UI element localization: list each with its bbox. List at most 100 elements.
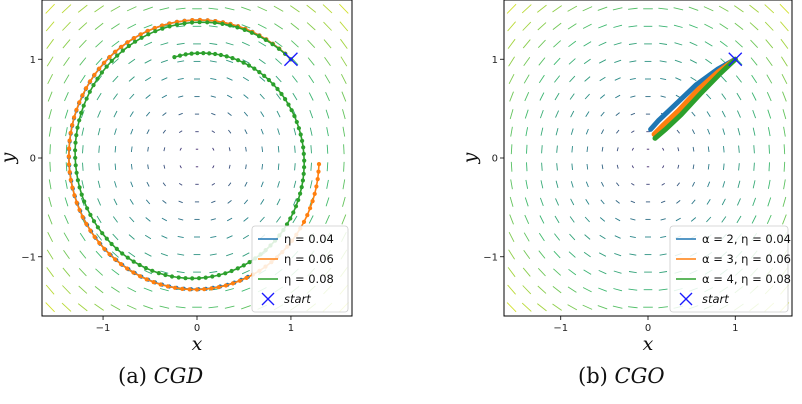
a-field-arrow	[241, 305, 251, 310]
b-field-arrow	[736, 215, 742, 224]
a-series-2-point	[174, 22, 180, 27]
b-field-arrow	[631, 130, 635, 133]
b-field-arrow	[630, 95, 636, 98]
a-field-arrow	[146, 129, 150, 135]
b-field-arrow	[526, 144, 528, 154]
a-series-2-point	[247, 260, 252, 265]
a-series-1-point	[316, 169, 321, 174]
a-series-1-point	[244, 275, 249, 280]
b-field-arrow	[508, 56, 515, 67]
a-series-1-point	[301, 219, 307, 224]
a-field-arrow	[339, 21, 349, 32]
b-start-marker-b	[728, 52, 743, 67]
a-series-2-point	[283, 97, 288, 102]
a-field-arrow	[323, 39, 332, 49]
a-field-arrow	[310, 162, 312, 171]
a-series-2-point	[286, 102, 291, 107]
b-field-arrow	[736, 198, 741, 206]
a-field-arrow	[227, 200, 232, 204]
b-field-arrow	[582, 304, 593, 310]
b-field-arrow	[752, 127, 756, 136]
a-series-2-point	[197, 20, 202, 25]
b-field-arrow	[523, 232, 530, 242]
caption-a-name: CGD	[153, 364, 204, 388]
b-field-arrow	[599, 94, 606, 99]
a-series-1-point	[125, 266, 130, 271]
a-field-arrow	[65, 179, 68, 189]
b-field-arrow	[614, 235, 621, 239]
b-field-arrow	[628, 7, 638, 10]
a-series-2-point	[120, 251, 125, 256]
a-field-arrow	[260, 128, 264, 135]
b-field-arrow	[569, 93, 575, 100]
b-field-arrow	[524, 197, 529, 207]
a-series-2-point	[169, 274, 175, 279]
a-field-arrow	[290, 5, 300, 13]
caption-b-label: (b)	[578, 364, 608, 388]
a-series-2-point	[213, 51, 218, 57]
a-series-2-point	[230, 56, 235, 61]
b-field-arrow	[540, 127, 544, 136]
a-series-2-point	[73, 148, 78, 153]
a-field-arrow	[95, 250, 103, 259]
a-field-arrow	[212, 147, 215, 151]
b-field-arrow	[507, 21, 516, 32]
a-series-2-point	[262, 73, 267, 78]
a-series-1-point	[88, 228, 93, 233]
a-field-arrow	[241, 269, 250, 275]
a-series-1-point	[68, 130, 73, 135]
a-field-arrow	[162, 129, 166, 134]
b-field-arrow	[628, 306, 638, 309]
b-field-arrow	[660, 95, 666, 98]
a-series-2-point	[77, 185, 82, 190]
b-field-arrow	[522, 285, 532, 295]
b-field-arrow	[616, 182, 620, 187]
a-field-arrow	[276, 93, 282, 100]
b-field-arrow	[782, 214, 787, 225]
b-field-arrow	[631, 165, 634, 169]
a-field-arrow	[342, 179, 346, 190]
a-series-1-point	[310, 199, 315, 204]
a-field-arrow	[46, 267, 54, 278]
b-field-arrow	[629, 253, 637, 256]
b-field-arrow	[767, 197, 772, 207]
a-field-arrow	[159, 288, 169, 292]
b-field-arrow	[706, 111, 711, 117]
b-xtick-label: −1	[553, 323, 568, 334]
a-series-1-point	[66, 162, 72, 167]
b-series-group	[648, 56, 738, 141]
b-field-arrow	[555, 198, 560, 206]
a-field-arrow	[209, 253, 217, 256]
a-field-arrow	[275, 75, 282, 83]
a-field-arrow	[341, 214, 347, 225]
a-field-arrow	[64, 92, 69, 102]
a-series-1-point	[160, 23, 165, 28]
a-field-arrow	[326, 179, 329, 189]
a-series-2-point	[81, 103, 86, 108]
a-field-arrow	[129, 199, 134, 205]
a-series-1-point	[107, 54, 112, 60]
a-field-arrow	[307, 39, 316, 49]
a-series-1-point	[70, 185, 75, 190]
a-series-1-point	[72, 193, 77, 198]
a-series-1-point	[113, 49, 118, 54]
b-field-arrow	[600, 129, 605, 135]
a-field-arrow	[342, 109, 346, 120]
b-field-arrow	[631, 147, 634, 151]
b-legend-box	[669, 225, 789, 313]
b-field-arrow	[723, 163, 725, 170]
a-series-2-point	[190, 276, 195, 281]
a-field-arrow	[114, 181, 117, 188]
b-field-arrow	[538, 74, 545, 84]
a-field-arrow	[210, 218, 216, 221]
a-series-1-point	[151, 280, 156, 285]
b-field-arrow	[582, 287, 592, 293]
a-field-arrow	[259, 93, 265, 100]
a-series-2-point	[87, 89, 92, 94]
a-field-arrow	[77, 4, 88, 13]
a-field-arrow	[111, 40, 120, 48]
a-series-2-point	[301, 151, 306, 156]
a-field-arrow	[291, 75, 298, 83]
a-field-arrow	[95, 268, 104, 276]
a-series-1-point	[305, 213, 310, 218]
